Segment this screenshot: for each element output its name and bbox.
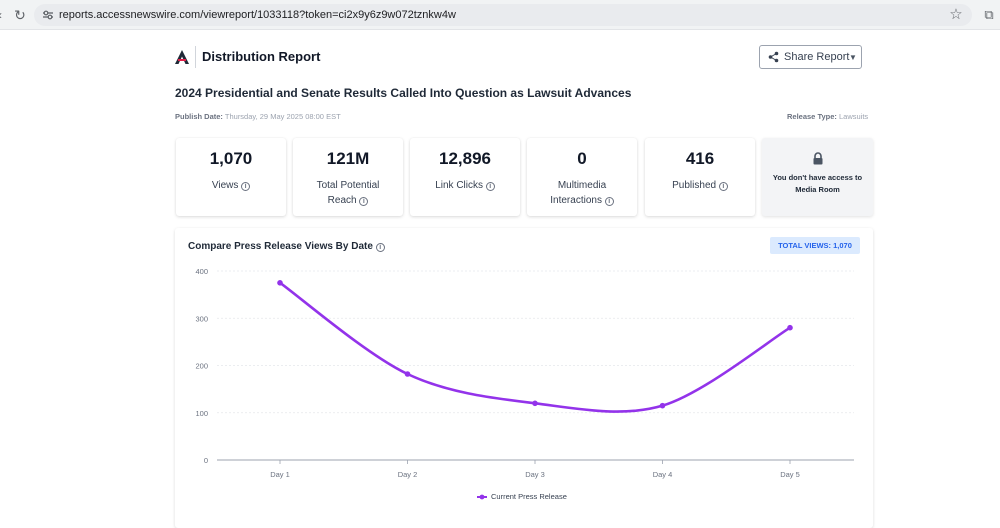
logo-shape (175, 50, 189, 64)
lock-icon (813, 152, 823, 165)
publish-date-value: Thursday, 29 May 2025 08:00 EST (224, 112, 341, 121)
stat-label-text: Published (672, 180, 717, 191)
share-report-button[interactable]: Share Report ▼ (759, 45, 862, 69)
site-info-icon[interactable] (42, 9, 54, 21)
x-tick-label: Day 1 (270, 470, 290, 479)
chart-title-text: Compare Press Release Views By Date (188, 241, 373, 252)
y-tick-label: 0 (204, 456, 208, 465)
y-tick-label: 100 (195, 409, 208, 418)
publish-date-label: Publish Date: (175, 112, 223, 121)
y-tick-label: 200 (195, 362, 208, 371)
data-point (404, 371, 411, 377)
stat-card-reach: 121M Total Potential Reach i (293, 138, 403, 216)
info-icon[interactable]: i (241, 182, 251, 191)
info-icon[interactable]: i (375, 243, 385, 252)
stat-label: Views i (182, 178, 280, 193)
stat-label: Published i (651, 178, 749, 193)
data-point (277, 280, 283, 286)
views-chart-panel: 0 100 200 300 400 Day 1 Day 2 Day 3 Day 4 Day 5 C… (175, 228, 873, 528)
y-tick-label: 300 (195, 314, 208, 323)
x-tick-label: Day 2 (398, 470, 418, 479)
bookmark-star-icon[interactable]: ☆ (949, 6, 963, 23)
header-divider (195, 46, 196, 68)
caret-down-icon: ▼ (849, 53, 857, 62)
stat-label-text: Views (211, 180, 239, 191)
stat-card-multimedia: 0 Multimedia Interactions i (527, 138, 637, 216)
stat-value: 1,070 (209, 149, 253, 168)
media-room-message: You don't have access to Media Room (772, 173, 863, 194)
total-views-badge: TOTAL VIEWS: 1,070 (770, 237, 860, 254)
data-point (532, 400, 538, 407)
legend-swatch (477, 494, 487, 500)
stat-label-text: Multimedia Interactions (550, 180, 607, 206)
stat-label-text: Link Clicks (435, 180, 483, 191)
stat-label: Total Potential Reach i (309, 178, 387, 208)
x-tick-label: Day 4 (653, 470, 673, 479)
share-report-label: Share Report (784, 51, 850, 63)
release-type: Release Type: Lawsuits (787, 112, 868, 121)
release-type-label: Release Type: (787, 112, 837, 121)
x-tick-label: Day 5 (780, 470, 800, 479)
stat-value: 0 (577, 149, 587, 168)
url-text[interactable]: reports.accessnewswire.com/viewreport/10… (59, 9, 456, 21)
info-icon[interactable]: i (485, 182, 495, 191)
stat-card-link-clicks: 12,896 Link Clicks i (410, 138, 520, 216)
reload-icon[interactable]: ↻ (14, 7, 26, 23)
series-line (278, 281, 792, 413)
accessnewswire-logo (175, 50, 189, 64)
info-icon[interactable]: i (604, 197, 614, 206)
stat-card-views: 1,070 Views i (176, 138, 286, 216)
address-bar[interactable]: reports.accessnewswire.com/viewreport/10… (34, 4, 972, 26)
release-headline: 2024 Presidential and Senate Results Cal… (175, 86, 632, 100)
stat-label: Multimedia Interactions i (543, 178, 621, 208)
publish-date: Publish Date: Thursday, 29 May 2025 08:0… (175, 112, 341, 121)
stat-value: 121M (326, 149, 370, 168)
x-tick-label: Day 3 (525, 470, 545, 479)
y-tick-label: 400 (195, 267, 208, 276)
extensions-icon[interactable]: ⧉ (984, 7, 994, 22)
chart-title: Compare Press Release Views By Date i (188, 240, 385, 253)
page-title: Distribution Report (202, 49, 321, 64)
back-icon[interactable]: ‹ (0, 9, 6, 21)
share-icon (768, 51, 779, 63)
stat-label-text: Total Potential Reach (316, 180, 380, 206)
views-line-chart: 0 100 200 300 400 Day 1 Day 2 Day 3 Day 4 Day 5 (195, 267, 854, 479)
stat-card-published: 416 Published i (645, 138, 755, 216)
stat-label: Link Clicks i (416, 178, 514, 193)
browser-toolbar: ‹ ↻ reports.accessnewswire.com/viewrepor… (0, 0, 1000, 30)
info-icon[interactable]: i (718, 182, 728, 191)
stat-value: 416 (685, 149, 715, 168)
media-room-card: You don't have access to Media Room (762, 138, 873, 216)
data-point (659, 402, 666, 409)
data-point (787, 324, 793, 331)
legend-label: Current Press Release (491, 492, 567, 501)
info-icon[interactable]: i (359, 197, 369, 206)
release-type-value: Lawsuits (838, 112, 869, 121)
stat-value: 12,896 (439, 149, 491, 168)
logo-bar (178, 59, 186, 61)
